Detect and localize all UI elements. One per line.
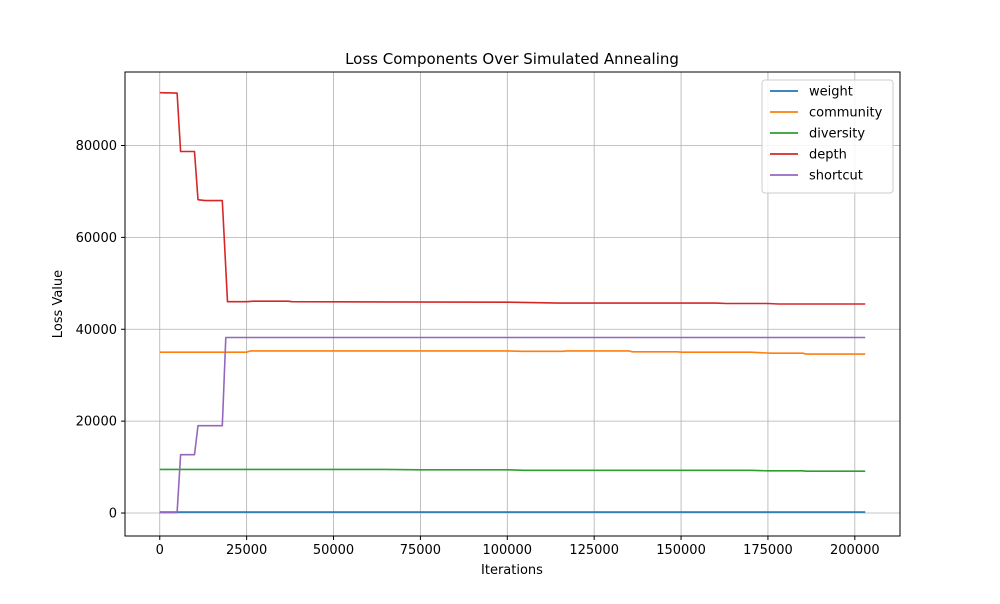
y-tick-label: 20000: [76, 415, 117, 430]
legend: weight community diversity depth shortcut: [761, 79, 894, 194]
legend-label-shortcut: shortcut: [809, 169, 863, 184]
series-line-shortcut: [159, 336, 866, 514]
legend-label-depth: depth: [809, 148, 847, 163]
series-line-depth: [159, 91, 866, 305]
legend-label-community: community: [809, 106, 883, 121]
y-axis-label: Loss Value: [51, 270, 66, 338]
x-tick-label: 175000: [743, 543, 793, 558]
legend-box: [761, 79, 894, 194]
x-tick-label: 150000: [656, 543, 706, 558]
x-tick-label: 75000: [400, 543, 441, 558]
y-tick-label: 60000: [76, 231, 117, 246]
x-tick-label: 200000: [830, 543, 880, 558]
legend-label-diversity: diversity: [809, 127, 865, 142]
x-tick-label: 25000: [226, 543, 267, 558]
x-tick-label: 125000: [569, 543, 619, 558]
plot-frame: [124, 71, 901, 537]
axis-ticks: 0 25000 50000 75000 100000 125000 150000 175000…: [76, 139, 880, 558]
x-tick-label: 0: [156, 543, 164, 558]
legend-label-weight: weight: [809, 85, 853, 100]
x-tick-label: 50000: [313, 543, 354, 558]
y-tick-label: 40000: [76, 323, 117, 338]
series-lines: [159, 91, 866, 514]
x-tick-label: 100000: [482, 543, 532, 558]
series-line-diversity: [159, 468, 866, 473]
series-line-community: [159, 350, 866, 355]
x-axis-label: Iterations: [481, 563, 543, 578]
y-tick-label: 80000: [76, 139, 117, 154]
chart-title: Loss Components Over Simulated Annealing: [345, 50, 679, 68]
y-tick-label: 0: [109, 507, 117, 522]
